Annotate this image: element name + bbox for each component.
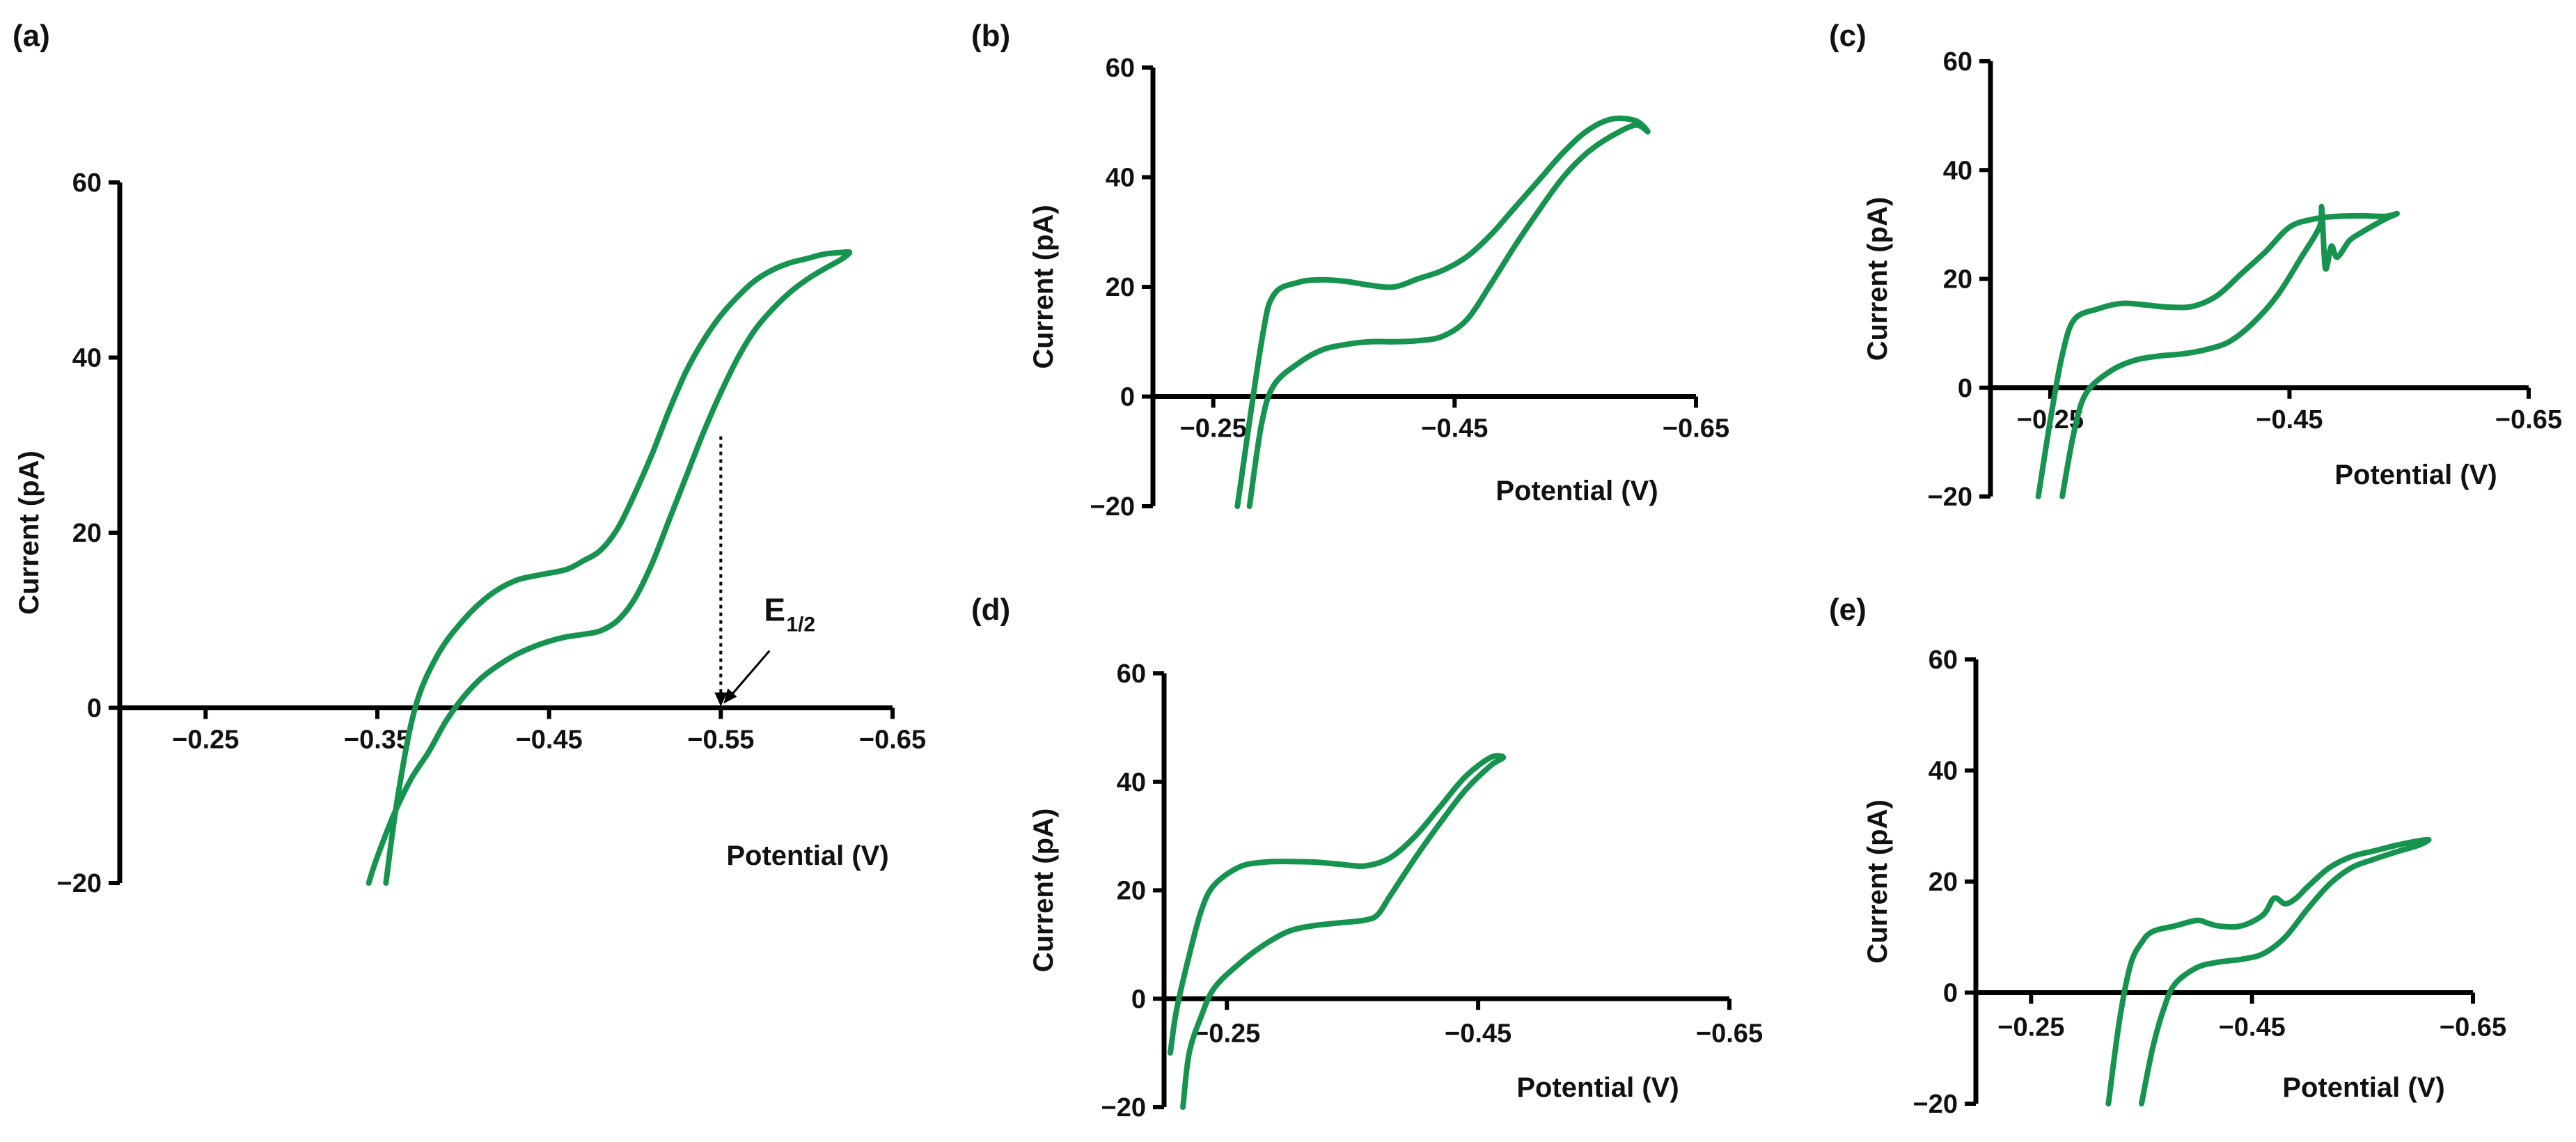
panel-a-e-half-label: E bbox=[764, 592, 785, 628]
panel-e-x-tick-label: −0.65 bbox=[2440, 1013, 2506, 1042]
panel-a-e-half-pointer-line bbox=[725, 650, 771, 702]
panel-e-label: (e) bbox=[1829, 593, 1867, 627]
panel-e-y-tick-label: 60 bbox=[1929, 646, 1958, 675]
panel-a-e-half-arrowhead bbox=[714, 692, 728, 707]
panel-c-y-tick-label: 40 bbox=[1943, 156, 1972, 185]
panel-a-y-axis-title: Current (pA) bbox=[14, 451, 45, 615]
panel-b-y-tick-label: 60 bbox=[1106, 54, 1135, 83]
panel-d-x-axis-title: Potential (V) bbox=[1516, 1072, 1679, 1103]
panel-a: −20 0 20 40 60 −0.25 −0.35 −0.45 −0.55 −0.65 Poten… bbox=[13, 19, 926, 898]
panel-a-e-half-pointer-head bbox=[723, 688, 737, 704]
panel-d-x-tick-label: −0.45 bbox=[1445, 1019, 1511, 1048]
panel-a-cv-curve bbox=[366, 249, 853, 886]
panel-d: −20 0 20 40 60 −0.25 −0.45 −0.65 Potential (V) Cu… bbox=[971, 593, 1763, 1123]
panel-d-cv-curve bbox=[1168, 753, 1507, 1110]
panel-e-x-tick-label: −0.45 bbox=[2219, 1013, 2286, 1042]
panel-b: −20 0 20 40 60 −0.25 −0.45 −0.65 Potential (V) Cu… bbox=[971, 19, 1729, 522]
panel-d-y-tick-label: −20 bbox=[1101, 1093, 1146, 1123]
panel-a-x-tick-label: −0.65 bbox=[859, 726, 926, 755]
panel-d-label: (d) bbox=[971, 593, 1010, 627]
panel-c-y-tick-label: 60 bbox=[1943, 47, 1972, 77]
panel-c-x-tick-label: −0.65 bbox=[2495, 405, 2562, 435]
panel-c-x-axis-title: Potential (V) bbox=[2334, 460, 2497, 490]
panel-d-y-tick-label: 20 bbox=[1117, 877, 1146, 906]
panel-b-y-tick-label: −20 bbox=[1090, 492, 1135, 522]
panel-e-x-tick-label: −0.25 bbox=[1997, 1013, 2064, 1042]
panel-c-cv-curve bbox=[2035, 203, 2400, 499]
panel-a-y-tick-label: 60 bbox=[72, 169, 102, 198]
panel-c-x-tick-label: −0.45 bbox=[2256, 405, 2323, 435]
panel-b-x-tick-label: −0.25 bbox=[1180, 414, 1247, 444]
panel-e-cv-curve bbox=[2105, 836, 2432, 1106]
panel-d-y-tick-label: 60 bbox=[1117, 659, 1146, 689]
panel-a-label: (a) bbox=[13, 19, 50, 53]
panel-b-y-tick-label: 20 bbox=[1106, 273, 1135, 302]
panel-a-x-tick-label: −0.35 bbox=[344, 726, 411, 755]
panel-d-y-tick-label: 40 bbox=[1117, 768, 1146, 797]
panel-d-x-tick-label: −0.25 bbox=[1193, 1019, 1260, 1048]
panel-b-cv-curve bbox=[1234, 115, 1651, 509]
panel-a-y-tick-label: −20 bbox=[57, 869, 102, 898]
panel-a-y-tick-label: 0 bbox=[87, 694, 102, 723]
panel-e-y-tick-label: 0 bbox=[1943, 979, 1958, 1008]
panel-a-y-tick-label: 20 bbox=[72, 519, 102, 548]
panel-b-y-tick-label: 0 bbox=[1120, 383, 1135, 412]
panel-c-label: (c) bbox=[1829, 19, 1867, 53]
panel-e-x-axis-title: Potential (V) bbox=[2282, 1072, 2444, 1103]
panel-e: −20 0 20 40 60 −0.25 −0.45 −0.65 Potential (V) Cu… bbox=[1829, 593, 2506, 1119]
panel-a-x-tick-label: −0.45 bbox=[516, 726, 583, 755]
panel-d-y-tick-label: 0 bbox=[1131, 985, 1146, 1014]
panel-b-x-tick-label: −0.45 bbox=[1421, 414, 1488, 444]
panel-e-y-tick-label: 20 bbox=[1929, 868, 1958, 897]
panel-a-e-half-subscript: 1/2 bbox=[786, 613, 815, 636]
panel-b-y-axis-title: Current (pA) bbox=[1028, 205, 1059, 369]
panel-d-x-tick-label: −0.65 bbox=[1696, 1019, 1763, 1048]
panel-b-x-tick-label: −0.65 bbox=[1663, 414, 1729, 444]
panel-a-x-tick-label: −0.25 bbox=[172, 726, 239, 755]
panel-c-y-tick-label: 0 bbox=[1958, 374, 1972, 403]
panel-c-y-tick-label: −20 bbox=[1928, 483, 1972, 512]
panel-e-y-axis-title: Current (pA) bbox=[1862, 799, 1893, 964]
panel-b-label: (b) bbox=[971, 19, 1010, 53]
panel-d-y-axis-title: Current (pA) bbox=[1028, 808, 1059, 973]
panel-a-x-tick-label: −0.55 bbox=[687, 726, 754, 755]
panel-b-x-axis-title: Potential (V) bbox=[1495, 476, 1658, 506]
panel-a-x-axis-title: Potential (V) bbox=[726, 840, 888, 871]
panel-a-y-tick-label: 40 bbox=[72, 344, 102, 373]
panel-e-y-tick-label: 40 bbox=[1929, 757, 1958, 786]
panel-e-y-tick-label: −20 bbox=[1913, 1090, 1958, 1119]
panel-c-y-tick-label: 20 bbox=[1943, 265, 1972, 295]
panel-b-y-tick-label: 40 bbox=[1106, 164, 1135, 193]
panel-c-y-axis-title: Current (pA) bbox=[1862, 197, 1893, 361]
